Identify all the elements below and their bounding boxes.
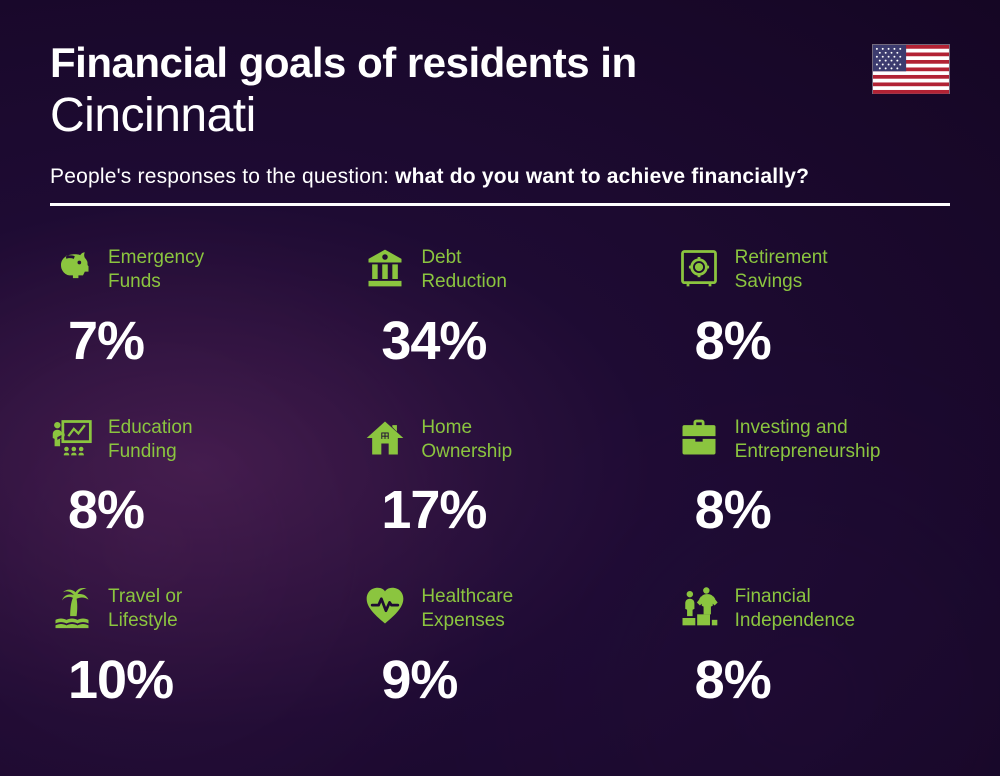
goal-education-funding: Education Funding 8% [50,416,323,542]
goal-head: Emergency Funds [50,246,323,294]
header: Financial goals of residents in Cincinna… [50,40,950,206]
title-prefix: Financial goals of residents in [50,40,950,86]
header-divider [50,203,950,206]
goal-label: Financial Independence [735,585,855,633]
label-line: Financial [735,586,811,607]
goal-head: Investing and Entrepreneurship [677,416,950,464]
goal-value: 8% [695,479,950,541]
goal-debt-reduction: Debt Reduction 34% [363,246,636,372]
label-line: Education [108,417,193,438]
label-line: Travel or [108,586,182,607]
palm-icon [50,585,94,629]
us-flag-icon [872,44,950,94]
label-line: Funding [108,441,177,462]
goal-label: Healthcare Expenses [421,585,513,633]
label-line: Debt [421,247,461,268]
goal-investing-entrepreneurship: Investing and Entrepreneurship 8% [677,416,950,542]
goal-head: Education Funding [50,416,323,464]
goal-head: Travel or Lifestyle [50,585,323,633]
goal-travel-lifestyle: Travel or Lifestyle 10% [50,585,323,711]
label-line: Emergency [108,247,204,268]
goal-value: 8% [695,649,950,711]
goal-value: 8% [695,310,950,372]
infographic-container: Financial goals of residents in Cincinna… [0,0,1000,751]
piggy-bank-icon [50,246,94,290]
goal-label: Debt Reduction [421,246,507,294]
label-line: Reduction [421,271,507,292]
label-line: Investing and [735,417,848,438]
goal-value: 9% [381,649,636,711]
label-line: Funds [108,271,161,292]
goal-value: 8% [68,479,323,541]
goal-head: Financial Independence [677,585,950,633]
goal-emergency-funds: Emergency Funds 7% [50,246,323,372]
subtitle: People's responses to the question: what… [50,165,950,189]
goal-retirement-savings: Retirement Savings 8% [677,246,950,372]
label-line: Lifestyle [108,610,178,631]
label-line: Retirement [735,247,828,268]
goal-label: Retirement Savings [735,246,828,294]
goal-value: 10% [68,649,323,711]
goal-home-ownership: Home Ownership 17% [363,416,636,542]
goal-label: Emergency Funds [108,246,204,294]
label-line: Home [421,417,472,438]
goal-value: 17% [381,479,636,541]
title-city: Cincinnati [50,88,950,143]
subtitle-lead: People's responses to the question: [50,165,395,188]
label-line: Savings [735,271,803,292]
label-line: Healthcare [421,586,513,607]
goal-label: Home Ownership [421,416,512,464]
heart-pulse-icon [363,585,407,629]
goal-head: Home Ownership [363,416,636,464]
house-icon [363,416,407,460]
goal-financial-independence: Financial Independence 8% [677,585,950,711]
subtitle-question: what do you want to achieve financially? [395,165,809,188]
safe-icon [677,246,721,290]
label-line: Ownership [421,441,512,462]
goal-value: 7% [68,310,323,372]
presentation-icon [50,416,94,460]
label-line: Expenses [421,610,504,631]
label-line: Entrepreneurship [735,441,881,462]
goal-label: Travel or Lifestyle [108,585,182,633]
goal-label: Investing and Entrepreneurship [735,416,881,464]
goal-label: Education Funding [108,416,193,464]
goals-grid: Emergency Funds 7% Debt Reduction 34% [50,246,950,711]
goal-healthcare-expenses: Healthcare Expenses 9% [363,585,636,711]
goal-value: 34% [381,310,636,372]
podium-icon [677,585,721,629]
bank-icon [363,246,407,290]
goal-head: Healthcare Expenses [363,585,636,633]
goal-head: Retirement Savings [677,246,950,294]
goal-head: Debt Reduction [363,246,636,294]
label-line: Independence [735,610,855,631]
briefcase-icon [677,416,721,460]
